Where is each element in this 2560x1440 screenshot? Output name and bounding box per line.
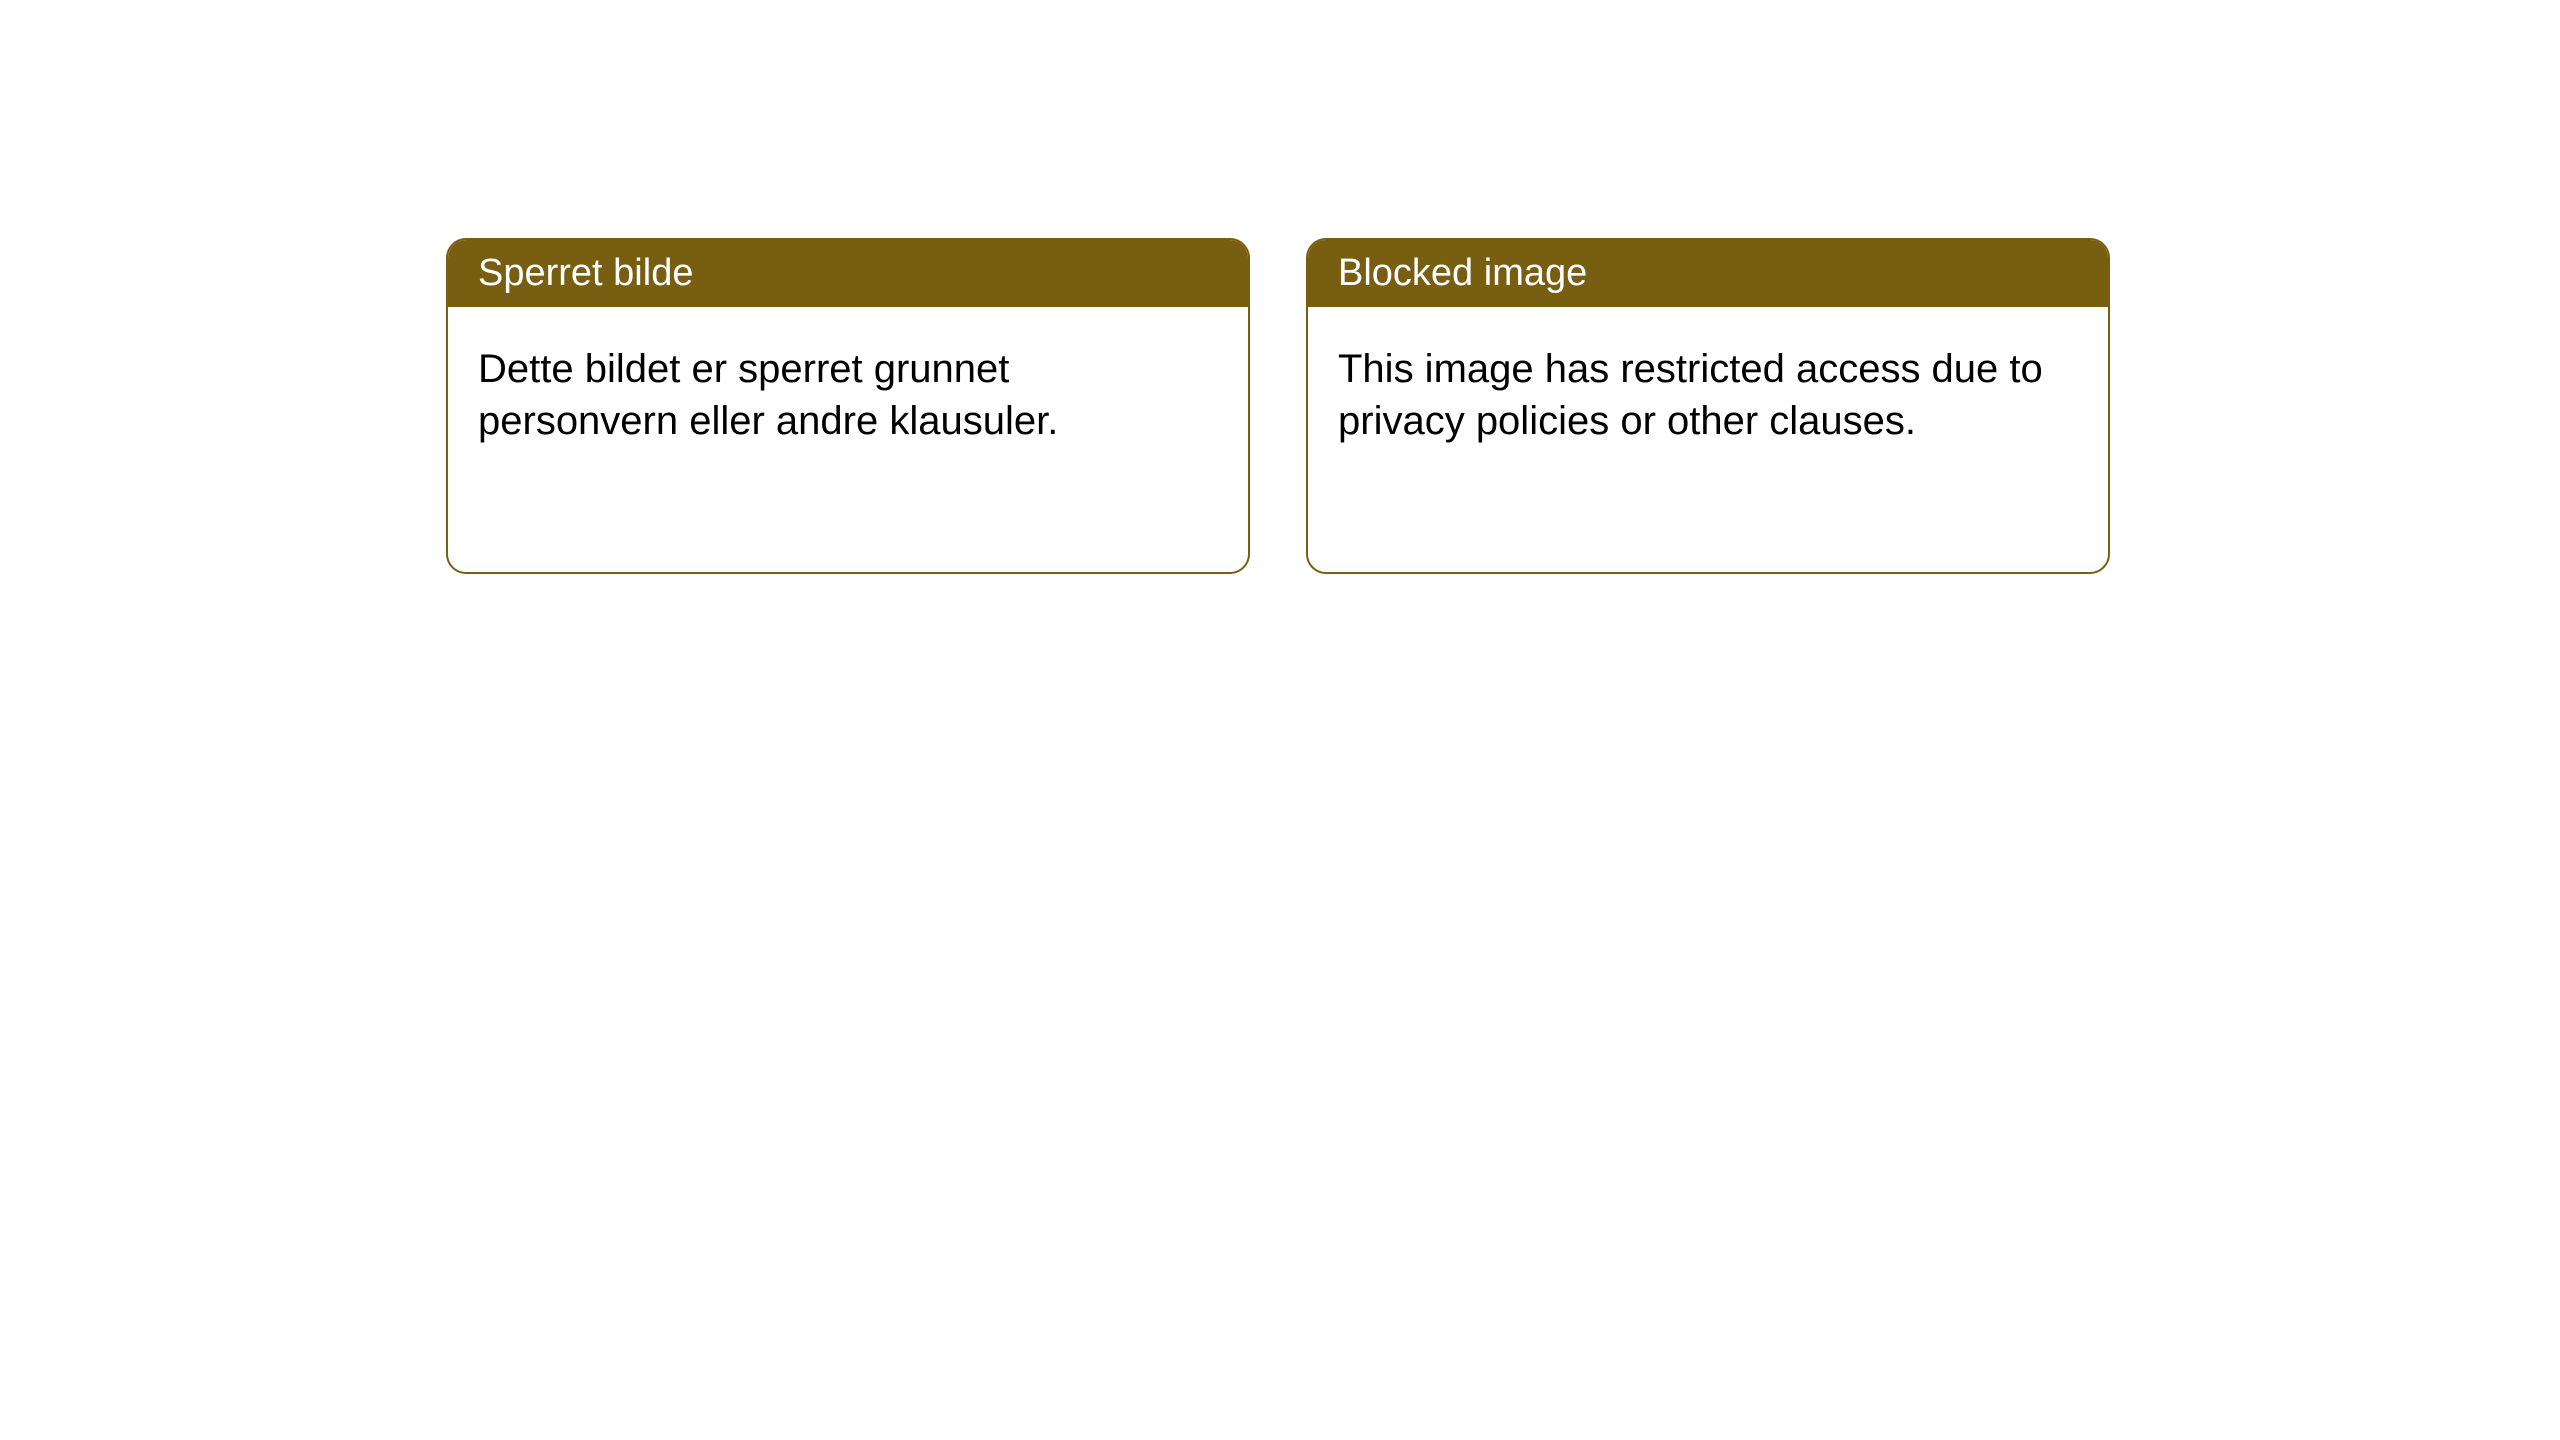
card-header: Blocked image: [1308, 240, 2108, 307]
card-body: This image has restricted access due to …: [1308, 307, 2108, 483]
card-body: Dette bildet er sperret grunnet personve…: [448, 307, 1248, 483]
card-body-text: Dette bildet er sperret grunnet personve…: [478, 347, 1058, 443]
card-title: Sperret bilde: [478, 252, 693, 294]
notice-card-norwegian: Sperret bilde Dette bildet er sperret gr…: [446, 238, 1250, 574]
card-body-text: This image has restricted access due to …: [1338, 347, 2043, 443]
notice-card-english: Blocked image This image has restricted …: [1306, 238, 2110, 574]
card-title: Blocked image: [1338, 252, 1587, 294]
card-header: Sperret bilde: [448, 240, 1248, 307]
notice-card-container: Sperret bilde Dette bildet er sperret gr…: [446, 238, 2110, 574]
